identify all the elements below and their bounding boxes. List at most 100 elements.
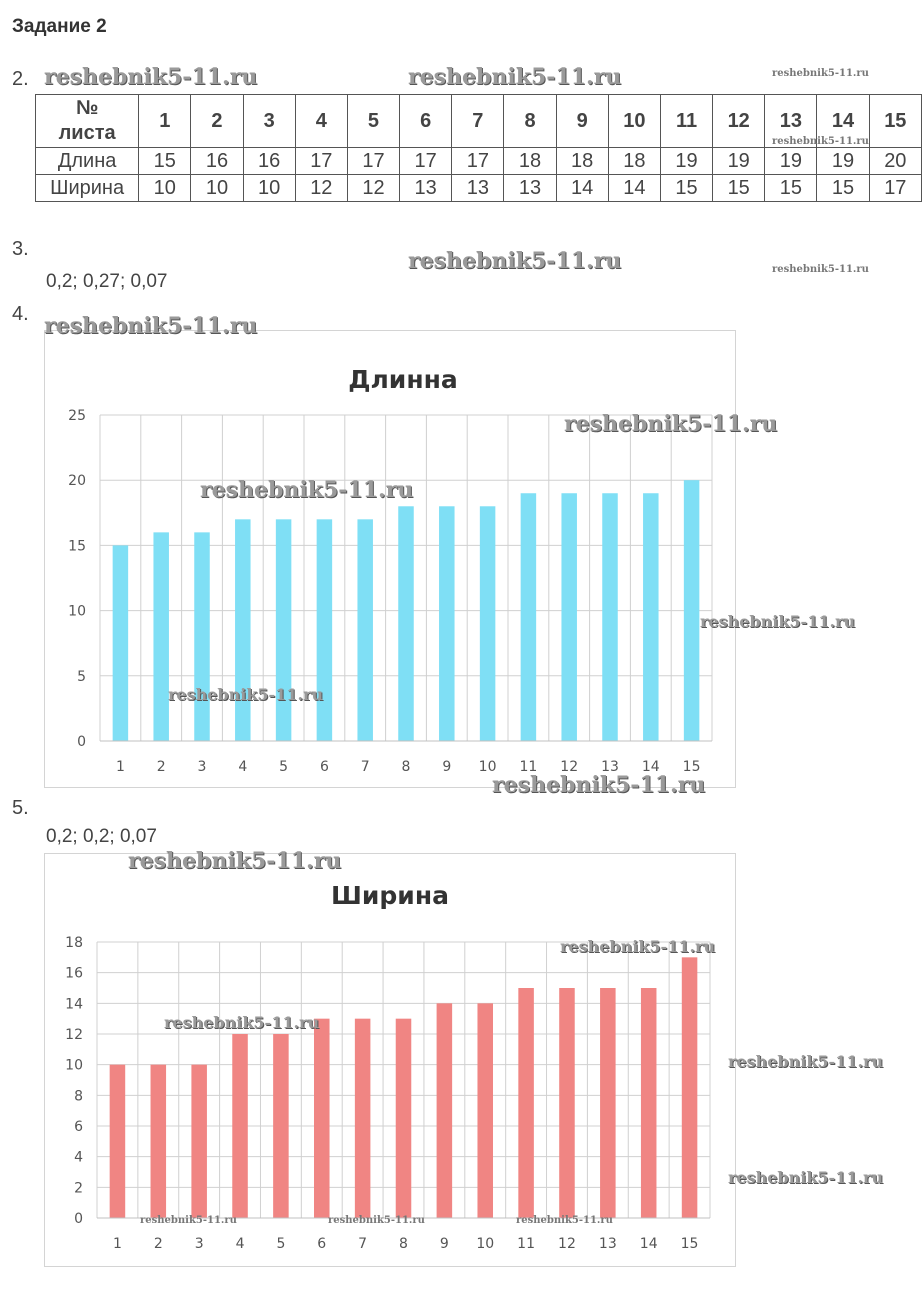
width-chart-frame: Ширина 0 2 4 6 8 10 12 14 16 18 1 2 3 4 5 6 7 8 9 10 11 12 13 14… (44, 853, 736, 1267)
bar (681, 957, 698, 1218)
y-tick-label: 18 (65, 935, 83, 951)
table-header-row: № листа 1 2 3 4 5 6 7 8 9 10 11 12 13 14… (34, 94, 922, 148)
header-cell: 11 (659, 94, 714, 148)
chart-title: Ширина (331, 881, 449, 910)
x-tick-label: 13 (601, 759, 619, 775)
table-cell: 17 (399, 147, 453, 175)
x-tick-label: 15 (683, 759, 701, 775)
header-label-line2: листа (58, 122, 116, 144)
bar (643, 493, 659, 741)
y-tick-label: 10 (65, 1058, 83, 1074)
chart-title: Длинна (348, 365, 458, 394)
y-tick-label: 2 (74, 1180, 83, 1196)
x-tick-label: 14 (642, 759, 660, 775)
table-cell: 16 (242, 147, 296, 175)
watermark-text: reshebnik5-11.ru (728, 1052, 884, 1071)
header-cell: 8 (503, 94, 557, 148)
bar (112, 545, 129, 741)
table-cell: 17 (294, 147, 348, 175)
task-5-answer: 0,2; 0,2; 0,07 (46, 826, 157, 847)
table-cell: 10 (242, 174, 296, 202)
bar (273, 1034, 289, 1218)
sheets-table: № листа 1 2 3 4 5 6 7 8 9 10 11 12 13 14… (34, 94, 922, 202)
y-tick-label: 15 (68, 538, 86, 554)
table-cell: 14 (555, 174, 609, 202)
x-tick-label: 15 (681, 1236, 699, 1252)
x-tick-label: 10 (479, 759, 497, 775)
watermark-text: reshebnik5-11.ru (328, 1215, 425, 1226)
table-cell: 19 (764, 147, 818, 175)
x-tick-label: 1 (116, 759, 125, 775)
bar (153, 532, 169, 741)
watermark-text: reshebnik5-11.ru (164, 1013, 320, 1032)
y-tick-label: 10 (68, 604, 86, 620)
table-cell: 18 (555, 147, 609, 175)
x-tick-label: 10 (476, 1236, 494, 1252)
x-tick-label: 3 (198, 759, 207, 775)
table-cell: 19 (659, 147, 714, 175)
bar (518, 988, 534, 1218)
bar (275, 519, 292, 741)
bar (640, 988, 657, 1218)
x-tick-label: 9 (442, 759, 451, 775)
y-tick-label: 14 (65, 996, 83, 1012)
table-cell: 18 (607, 147, 661, 175)
x-tick-label: 2 (154, 1236, 163, 1252)
header-cell: 3 (242, 94, 296, 148)
x-tick-label: 6 (317, 1236, 326, 1252)
watermark-text: reshebnik5-11.ru (168, 685, 324, 704)
watermark-text: reshebnik5-11.ru (408, 248, 622, 274)
table-cell: 19 (712, 147, 766, 175)
bar (477, 1003, 493, 1218)
y-tick-label: 12 (65, 1027, 83, 1043)
header-cell: 15 (868, 94, 922, 148)
table-cell: 10 (190, 174, 244, 202)
page-heading: Задание 2 (12, 16, 107, 37)
watermark-text: reshebnik5-11.ru (700, 612, 856, 631)
header-cell: 12 (712, 94, 766, 148)
x-tick-label: 3 (195, 1236, 204, 1252)
bar (191, 1064, 207, 1218)
watermark-text: reshebnik5-11.ru (772, 264, 869, 275)
header-label-line1: № (75, 97, 99, 119)
table-cell: 15 (712, 174, 766, 202)
bar (150, 1064, 167, 1218)
task-4-number: 4. (12, 303, 29, 325)
table-row-length: Длина 15 16 16 17 17 17 17 18 18 18 19 1… (34, 147, 922, 175)
watermark-text: reshebnik5-11.ru (516, 1215, 613, 1226)
header-cell: 2 (190, 94, 244, 148)
table-cell: 17 (868, 174, 922, 202)
x-tick-label: 11 (519, 759, 537, 775)
table-cell: 18 (503, 147, 557, 175)
table-cell: 16 (190, 147, 244, 175)
table-cell: 17 (451, 147, 505, 175)
table-cell: 12 (346, 174, 401, 202)
header-cell: 5 (346, 94, 401, 148)
bar (109, 1064, 126, 1218)
header-cell: 10 (607, 94, 661, 148)
watermark-text: reshebnik5-11.ru (140, 1215, 237, 1226)
table-cell: 13 (503, 174, 557, 202)
bar (354, 1018, 371, 1218)
bar (683, 480, 700, 741)
x-tick-label: 12 (560, 759, 578, 775)
header-cell: 7 (451, 94, 505, 148)
watermark-text: reshebnik5-11.ru (200, 477, 414, 503)
table-cell: 15 (816, 174, 870, 202)
watermark-text: reshebnik5-11.ru (772, 68, 869, 79)
header-cell: 6 (399, 94, 453, 148)
watermark-text: reshebnik5-11.ru (564, 411, 778, 437)
x-tick-label: 1 (113, 1236, 122, 1252)
bar (520, 493, 537, 741)
watermark-text: reshebnik5-11.ru (772, 136, 869, 147)
bar (235, 519, 251, 741)
x-tick-label: 14 (640, 1236, 658, 1252)
watermark-text: reshebnik5-11.ru (408, 64, 622, 90)
table-cell: 13 (399, 174, 453, 202)
x-tick-label: 2 (157, 759, 166, 775)
x-tick-label: 4 (236, 1236, 245, 1252)
x-tick-label: 5 (279, 759, 288, 775)
x-tick-label: 13 (599, 1236, 617, 1252)
watermark-text: reshebnik5-11.ru (560, 937, 716, 956)
